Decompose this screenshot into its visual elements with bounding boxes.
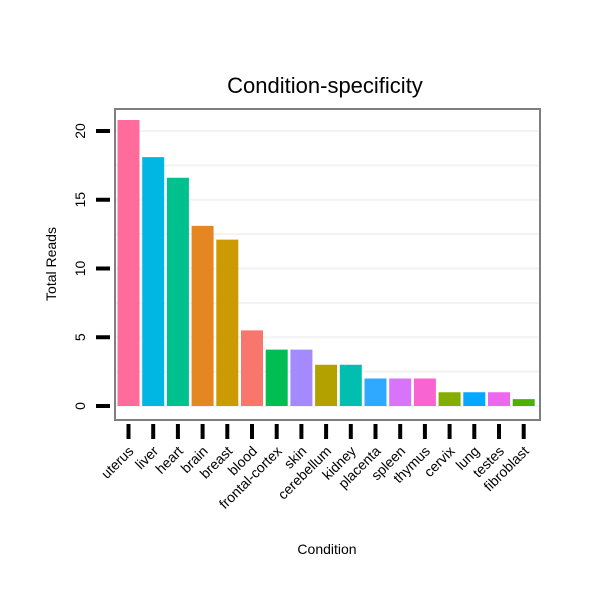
y-tick-label: 0 xyxy=(72,402,88,410)
bar-skin xyxy=(290,349,313,407)
x-axis: uterusliverheartbrainbreastbloodfrontal-… xyxy=(98,424,532,512)
bar-spleen xyxy=(389,378,412,406)
bar-cervix xyxy=(438,392,461,406)
chart-title: Condition-specificity xyxy=(227,73,423,98)
bar-fibroblast xyxy=(512,399,535,407)
bar-lung xyxy=(463,392,486,406)
bar-breast xyxy=(216,239,239,407)
plot-frame xyxy=(114,108,541,421)
bar-uterus xyxy=(117,120,140,406)
bar-thymus xyxy=(413,378,436,406)
bar-brain xyxy=(191,225,214,407)
y-tick-label: 5 xyxy=(72,333,88,341)
x-tick-label: uterus xyxy=(98,443,137,482)
bar-cerebellum xyxy=(315,364,338,406)
bar-placenta xyxy=(364,378,387,406)
bar-testes xyxy=(488,392,510,406)
bars xyxy=(117,120,535,407)
bar-liver xyxy=(142,157,165,406)
x-tick-label: heart xyxy=(152,443,186,477)
bar-frontal-cortex xyxy=(265,349,288,407)
bar-blood xyxy=(241,330,263,407)
bar-kidney xyxy=(339,364,362,406)
y-axis-title: Total Reads xyxy=(43,227,59,301)
y-tick-label: 15 xyxy=(72,192,88,208)
bar-heart xyxy=(166,177,189,406)
y-tick-label: 20 xyxy=(72,123,88,139)
x-axis-title: Condition xyxy=(297,541,356,557)
y-tick-label: 10 xyxy=(72,261,88,277)
y-axis: 0 5 10 15 20 xyxy=(72,123,110,410)
